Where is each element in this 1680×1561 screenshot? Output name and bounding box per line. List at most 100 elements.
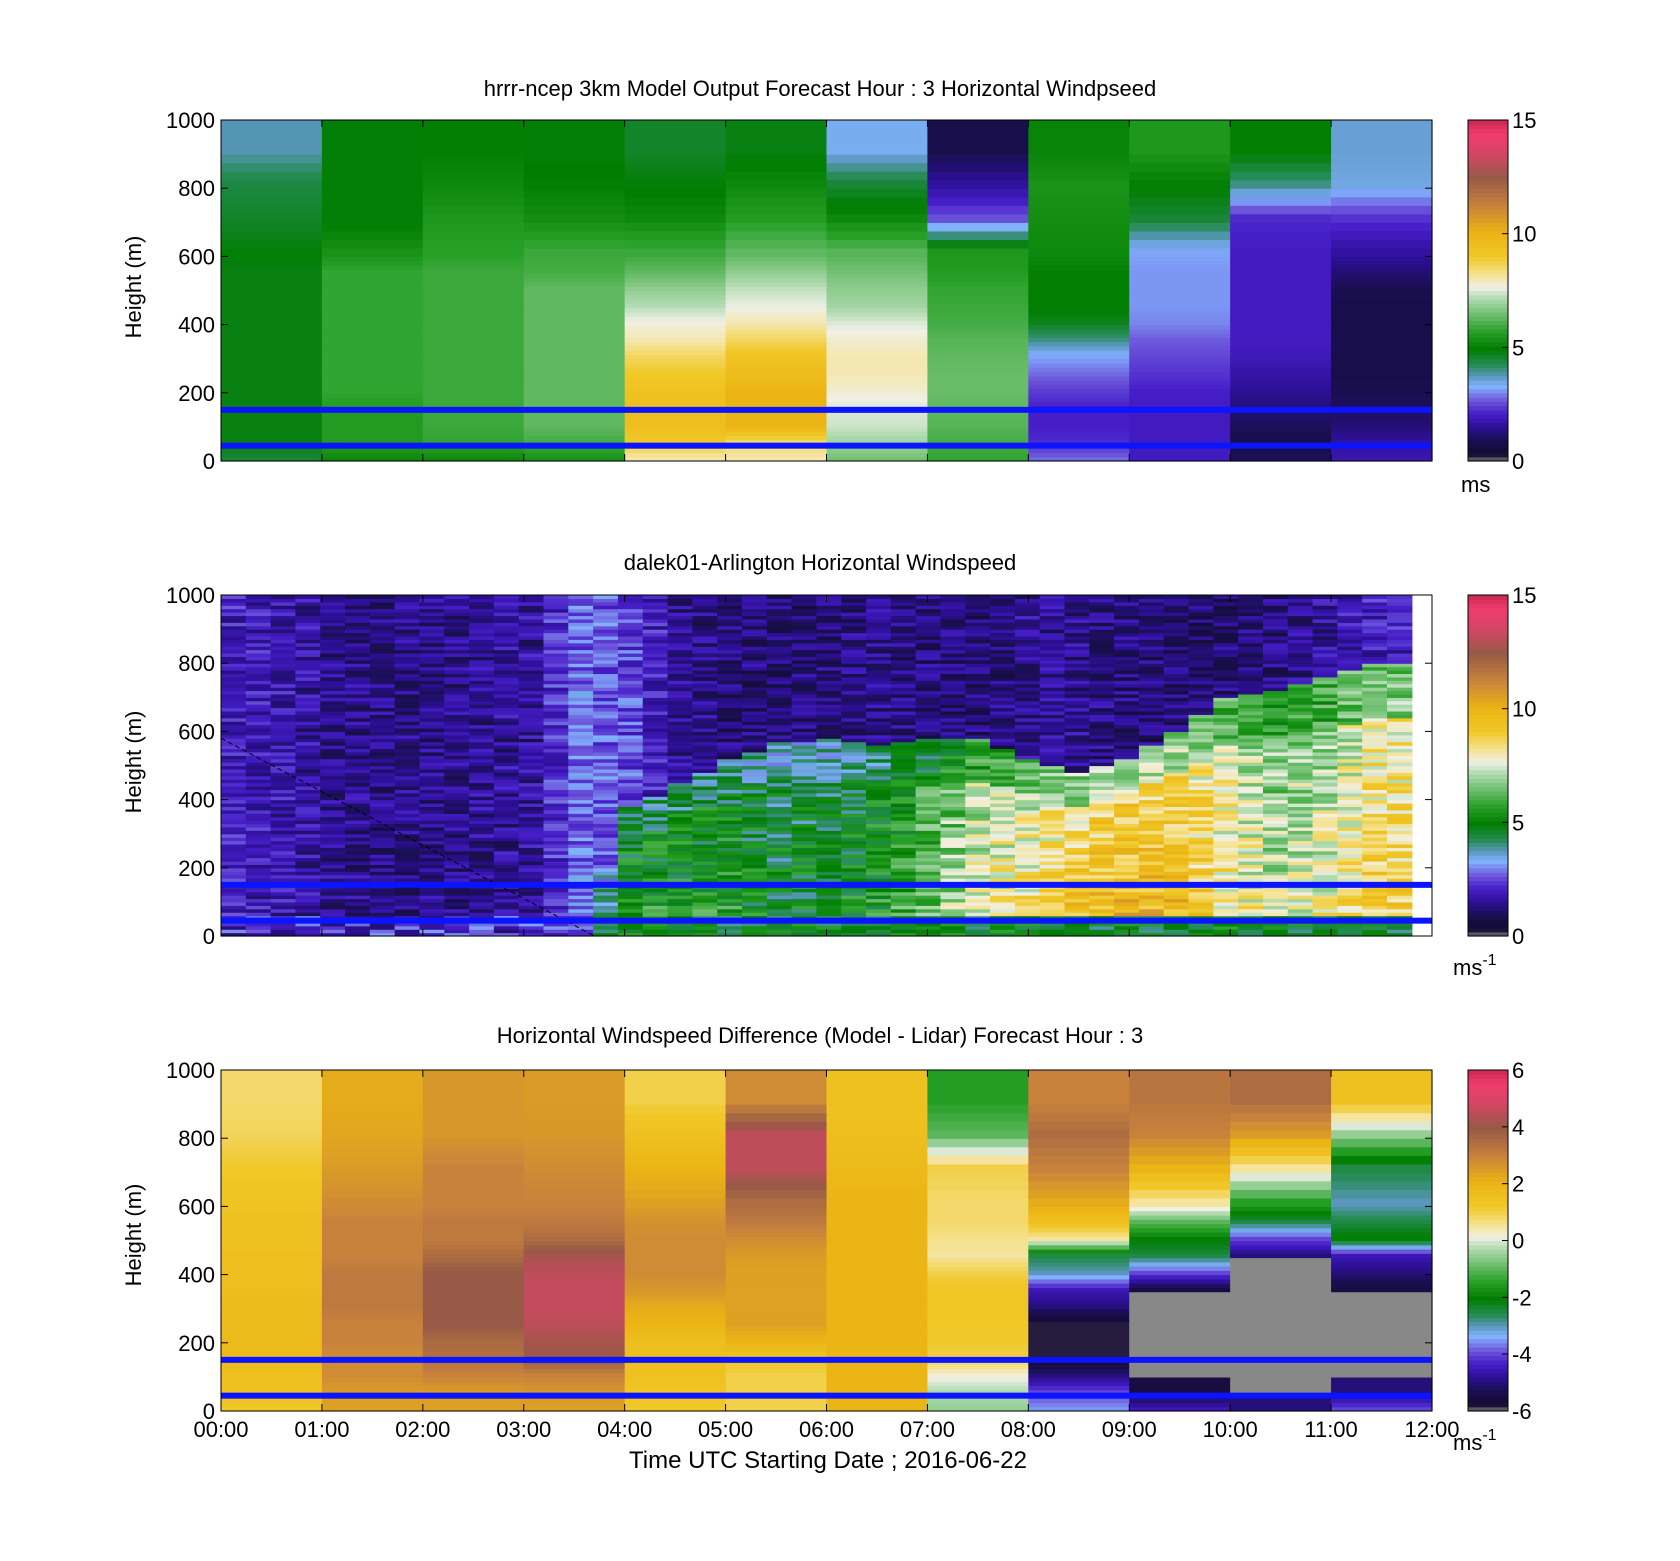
heatmap-cell	[725, 448, 828, 454]
heatmap-cell	[667, 608, 693, 613]
heatmap-cell	[1114, 789, 1140, 794]
heatmap-cell	[741, 652, 768, 657]
heatmap-cell	[568, 673, 594, 678]
heatmap-cell	[221, 833, 247, 838]
heatmap-cell	[927, 281, 1029, 287]
colorbar-segment	[1468, 235, 1508, 240]
heatmap-cell	[394, 745, 421, 750]
heatmap-cell	[369, 608, 396, 613]
heatmap-cell	[295, 932, 321, 937]
heatmap-cell	[890, 901, 917, 906]
heatmap-cell	[915, 755, 942, 760]
heatmap-cell	[940, 625, 966, 630]
heatmap-cell	[667, 820, 693, 825]
heatmap-cell	[469, 905, 495, 910]
heatmap-cell	[816, 857, 842, 862]
heatmap-cell	[766, 850, 793, 855]
heatmap-cell	[725, 264, 828, 270]
heatmap-cell	[990, 727, 1016, 732]
heatmap-cell	[1138, 847, 1165, 852]
heatmap-cell	[1089, 840, 1115, 845]
heatmap-cell	[1114, 731, 1140, 736]
heatmap-cell	[642, 891, 669, 896]
heatmap-cell	[1129, 299, 1231, 304]
heatmap-cell	[321, 222, 424, 232]
heatmap-cell	[369, 768, 396, 773]
heatmap-cell	[717, 867, 743, 872]
heatmap-cell	[1039, 625, 1066, 630]
heatmap-cell	[1188, 772, 1214, 777]
heatmap-cell	[965, 874, 991, 879]
heatmap-cell	[419, 724, 445, 729]
heatmap-cell	[345, 929, 371, 934]
heatmap-cell	[826, 196, 929, 206]
heatmap-cell	[940, 796, 966, 801]
heatmap-cell	[295, 888, 321, 893]
heatmap-cell	[245, 605, 272, 610]
heatmap-cell	[419, 895, 445, 900]
heatmap-cell	[221, 154, 323, 164]
colorbar-segment	[1468, 179, 1508, 185]
heatmap-cell	[667, 731, 693, 736]
heatmap-cell	[295, 809, 321, 814]
heatmap-cell	[1331, 162, 1433, 172]
heatmap-cell	[1230, 375, 1332, 381]
heatmap-cell	[1213, 932, 1239, 937]
heatmap-cell	[1163, 714, 1190, 719]
heatmap-cell	[221, 635, 247, 640]
heatmap-cell	[890, 796, 917, 801]
heatmap-cell	[419, 601, 445, 606]
heatmap-cell	[617, 666, 644, 671]
heatmap-cell	[1213, 871, 1239, 876]
heatmap-cell	[419, 840, 445, 845]
heatmap-cell	[394, 748, 421, 753]
heatmap-cell	[667, 830, 693, 835]
heatmap-cell	[568, 731, 594, 736]
heatmap-cell	[422, 345, 525, 351]
heatmap-cell	[444, 762, 470, 767]
heatmap-cell	[642, 789, 669, 794]
heatmap-cell	[1331, 205, 1433, 215]
heatmap-cell	[543, 785, 569, 790]
heatmap-cell	[1213, 895, 1239, 900]
heatmap-cell	[990, 710, 1016, 715]
heatmap-cell	[1163, 731, 1190, 736]
heatmap-cell	[667, 775, 693, 780]
heatmap-cell	[568, 721, 594, 726]
heatmap-cell	[422, 290, 525, 296]
heatmap-cell	[725, 154, 828, 164]
colorbar-segment	[1468, 303, 1508, 309]
heatmap-cell	[990, 765, 1016, 770]
heatmap-cell	[1014, 748, 1041, 753]
heatmap-cell	[221, 171, 323, 181]
heatmap-cell	[221, 878, 247, 883]
heatmap-cell	[642, 741, 669, 746]
heatmap-cell	[568, 816, 594, 821]
heatmap-cell	[1028, 354, 1130, 360]
heatmap-cell	[419, 826, 445, 831]
heatmap-cell	[444, 768, 470, 773]
heatmap-cell	[890, 625, 917, 630]
heatmap-cell	[1331, 414, 1433, 419]
heatmap-cell	[270, 727, 297, 732]
heatmap-cell	[866, 745, 892, 750]
heatmap-cell	[791, 864, 818, 869]
heatmap-cell	[990, 925, 1016, 930]
heatmap-cell	[990, 663, 1016, 668]
heatmap-cell	[320, 758, 346, 763]
heatmap-cell	[667, 772, 693, 777]
heatmap-cell	[394, 738, 421, 743]
heatmap-cell	[617, 891, 644, 896]
colorbar-segment	[1468, 384, 1508, 390]
heatmap-cell	[221, 294, 323, 300]
heatmap-cell	[1064, 714, 1090, 719]
heatmap-cell	[890, 683, 917, 688]
heatmap-cell	[1163, 878, 1190, 883]
heatmap-cell	[1039, 929, 1066, 934]
heatmap-cell	[369, 765, 396, 770]
heatmap-cell	[642, 785, 669, 790]
heatmap-cell	[915, 772, 942, 777]
y-tick-label: 400	[178, 313, 215, 338]
heatmap-cell	[1188, 843, 1214, 848]
heatmap-cell	[717, 704, 743, 709]
